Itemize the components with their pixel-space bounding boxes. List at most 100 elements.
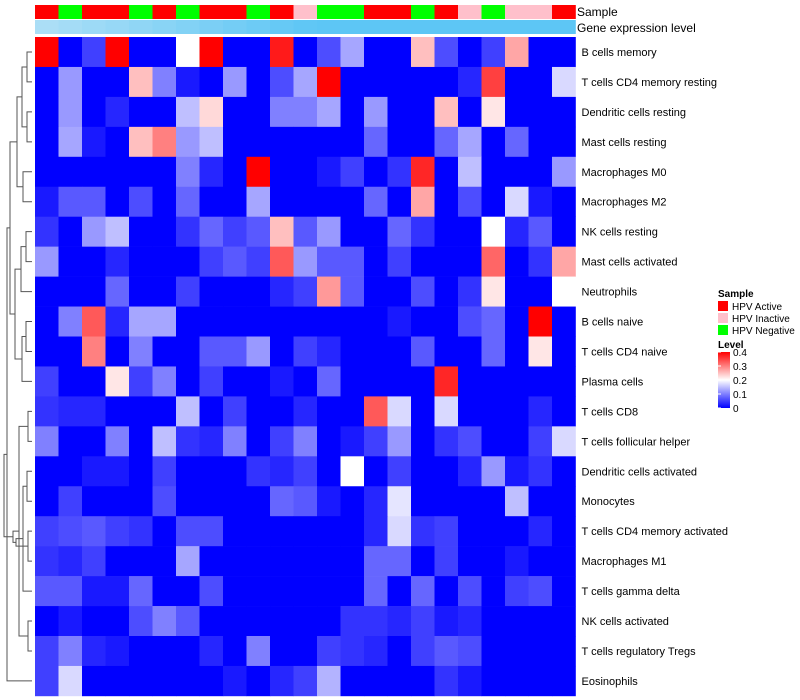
heatmap-cell xyxy=(199,576,224,607)
heatmap-cell xyxy=(35,306,59,337)
heatmap-cell xyxy=(528,306,553,337)
heatmap-cell xyxy=(199,606,224,637)
heatmap-cell xyxy=(340,186,365,217)
row-label: Plasma cells xyxy=(582,376,644,388)
heatmap-cell xyxy=(317,37,341,68)
heatmap-cell xyxy=(552,336,576,367)
heatmap-cell xyxy=(552,486,576,517)
heatmap-cell xyxy=(481,396,506,427)
heatmap-cell xyxy=(340,306,365,337)
heatmap-cell xyxy=(199,396,224,427)
heatmap-cell xyxy=(528,156,553,188)
row-labels: B cells memory T cells CD4 memory resting… xyxy=(582,47,729,688)
heatmap-cell xyxy=(317,576,341,607)
heatmap-cell xyxy=(458,546,482,577)
row-label: B cells naive xyxy=(582,317,644,329)
heatmap-cell xyxy=(340,636,365,667)
heatmap-cell xyxy=(317,276,341,307)
dendrogram-branch xyxy=(15,538,28,547)
heatmap-cell xyxy=(317,486,341,517)
heatmap-cell xyxy=(129,156,153,188)
heatmap-cell xyxy=(152,336,177,367)
heatmap-cell xyxy=(528,246,553,277)
heatmap-cell xyxy=(270,66,294,98)
heatmap-cell xyxy=(270,516,294,547)
heatmap-cell xyxy=(105,576,130,607)
heatmap-cell xyxy=(152,156,177,188)
heatmap-cell xyxy=(82,665,106,697)
heatmap-cell xyxy=(364,66,388,98)
heatmap-cell xyxy=(552,576,576,607)
heatmap-cell xyxy=(176,156,200,188)
heatmap-cell xyxy=(411,276,435,307)
level-tick-label: 0.2 xyxy=(733,376,747,387)
heatmap-cell xyxy=(246,306,271,337)
heatmap-cell xyxy=(481,126,506,158)
row-label: Macrophages M0 xyxy=(582,167,667,179)
heatmap-cell xyxy=(58,396,83,427)
expression-annotation-cell xyxy=(58,20,83,34)
heatmap-cell xyxy=(387,96,412,128)
heatmap-cell xyxy=(129,636,153,667)
sample-annotation-cell xyxy=(387,5,412,19)
level-tick-label: 0.1 xyxy=(733,390,747,401)
heatmap-cell xyxy=(176,336,200,367)
heatmap-cell xyxy=(176,66,200,98)
heatmap-cell xyxy=(270,546,294,577)
heatmap-cell xyxy=(340,96,365,128)
heatmap-cell xyxy=(387,306,412,337)
heatmap-cell xyxy=(364,636,388,667)
heatmap-cell xyxy=(223,216,247,247)
heatmap-cell xyxy=(387,516,412,547)
heatmap-cell xyxy=(340,606,365,637)
heatmap-cell xyxy=(246,246,271,277)
heatmap-cell xyxy=(152,606,177,637)
heatmap-cell xyxy=(199,216,224,247)
heatmap-cell xyxy=(552,665,576,697)
dendrogram-branch xyxy=(22,171,32,203)
heatmap-cell xyxy=(552,306,576,337)
heatmap-cell xyxy=(387,636,412,667)
heatmap-cell xyxy=(105,546,130,577)
row-label: Mast cells resting xyxy=(582,137,667,149)
expression-annotation-cell xyxy=(293,20,318,34)
heatmap-cell xyxy=(293,516,318,547)
heatmap-cell xyxy=(82,216,106,247)
heatmap-cell xyxy=(387,37,412,68)
heatmap-cell xyxy=(411,246,435,277)
heatmap-cell xyxy=(340,456,365,487)
heatmap-cell xyxy=(293,126,318,158)
heatmap-cell xyxy=(317,606,341,637)
heatmap-cell xyxy=(293,37,318,68)
dendrogram-branch xyxy=(26,51,32,83)
heatmap-cell xyxy=(129,306,153,337)
heatmap-cell xyxy=(293,246,318,277)
level-tick-label: 0 xyxy=(733,404,739,415)
heatmap-cell xyxy=(552,366,576,397)
heatmap-cell xyxy=(340,156,365,188)
heatmap-cell xyxy=(129,396,153,427)
heatmap-cell xyxy=(481,516,506,547)
heatmap-cell xyxy=(387,576,412,607)
heatmap-cell xyxy=(105,37,130,68)
heatmap-cell xyxy=(293,486,318,517)
heatmap-cell xyxy=(458,156,482,188)
legend-label: HPV Negative xyxy=(732,326,795,337)
heatmap-cell xyxy=(35,37,59,68)
heatmap-cell xyxy=(58,606,83,637)
heatmap-cell xyxy=(176,426,200,457)
heatmap-cell xyxy=(505,426,529,457)
heatmap-cell xyxy=(176,186,200,217)
heatmap-cell xyxy=(481,66,506,98)
expression-annotation-cell xyxy=(528,20,553,34)
heatmap-cell xyxy=(317,636,341,667)
heatmap-cell xyxy=(458,66,482,98)
heatmap-cell xyxy=(105,516,130,547)
heatmap-cell xyxy=(364,96,388,128)
sample-annotation-cell xyxy=(528,5,553,19)
heatmap-cell xyxy=(411,366,435,397)
heatmap-cell xyxy=(82,186,106,217)
heatmap-cell xyxy=(434,396,459,427)
heatmap-cell xyxy=(223,366,247,397)
heatmap-cell xyxy=(199,156,224,188)
